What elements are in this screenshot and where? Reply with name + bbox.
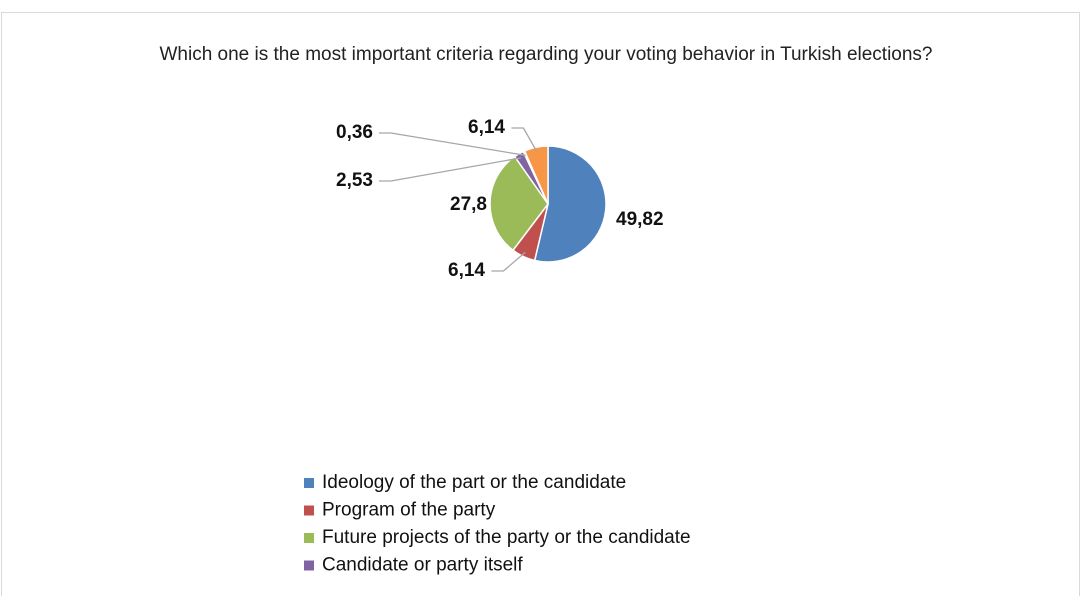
legend-swatch [304, 533, 314, 543]
chart-frame [1, 12, 1080, 596]
leader-line [378, 132, 526, 157]
leader-line [511, 127, 538, 153]
legend-label: Ideology of the part or the candidate [322, 472, 626, 493]
legend-swatch [304, 505, 314, 516]
pie-slice [489, 155, 549, 252]
data-label: 6,14 [448, 260, 485, 281]
data-label: 49,82 [616, 209, 664, 230]
legend-swatch [304, 560, 314, 571]
data-label: 2,53 [336, 170, 373, 191]
legend-label: Future projects of the party or the cand… [322, 527, 691, 548]
leader-line [378, 157, 522, 182]
legend-label: Candidate or party itself [322, 555, 523, 576]
pie-slice [523, 145, 549, 205]
legend-label: Program of the party [322, 500, 496, 521]
leader-line [491, 251, 526, 272]
chart-title: Which one is the most important criteria… [159, 44, 933, 65]
legend-swatch [304, 478, 314, 488]
data-label: 0,36 [336, 122, 373, 143]
data-label: 27,8 [450, 194, 487, 215]
data-label: 6,14 [468, 117, 505, 138]
pie-slice [533, 145, 607, 263]
